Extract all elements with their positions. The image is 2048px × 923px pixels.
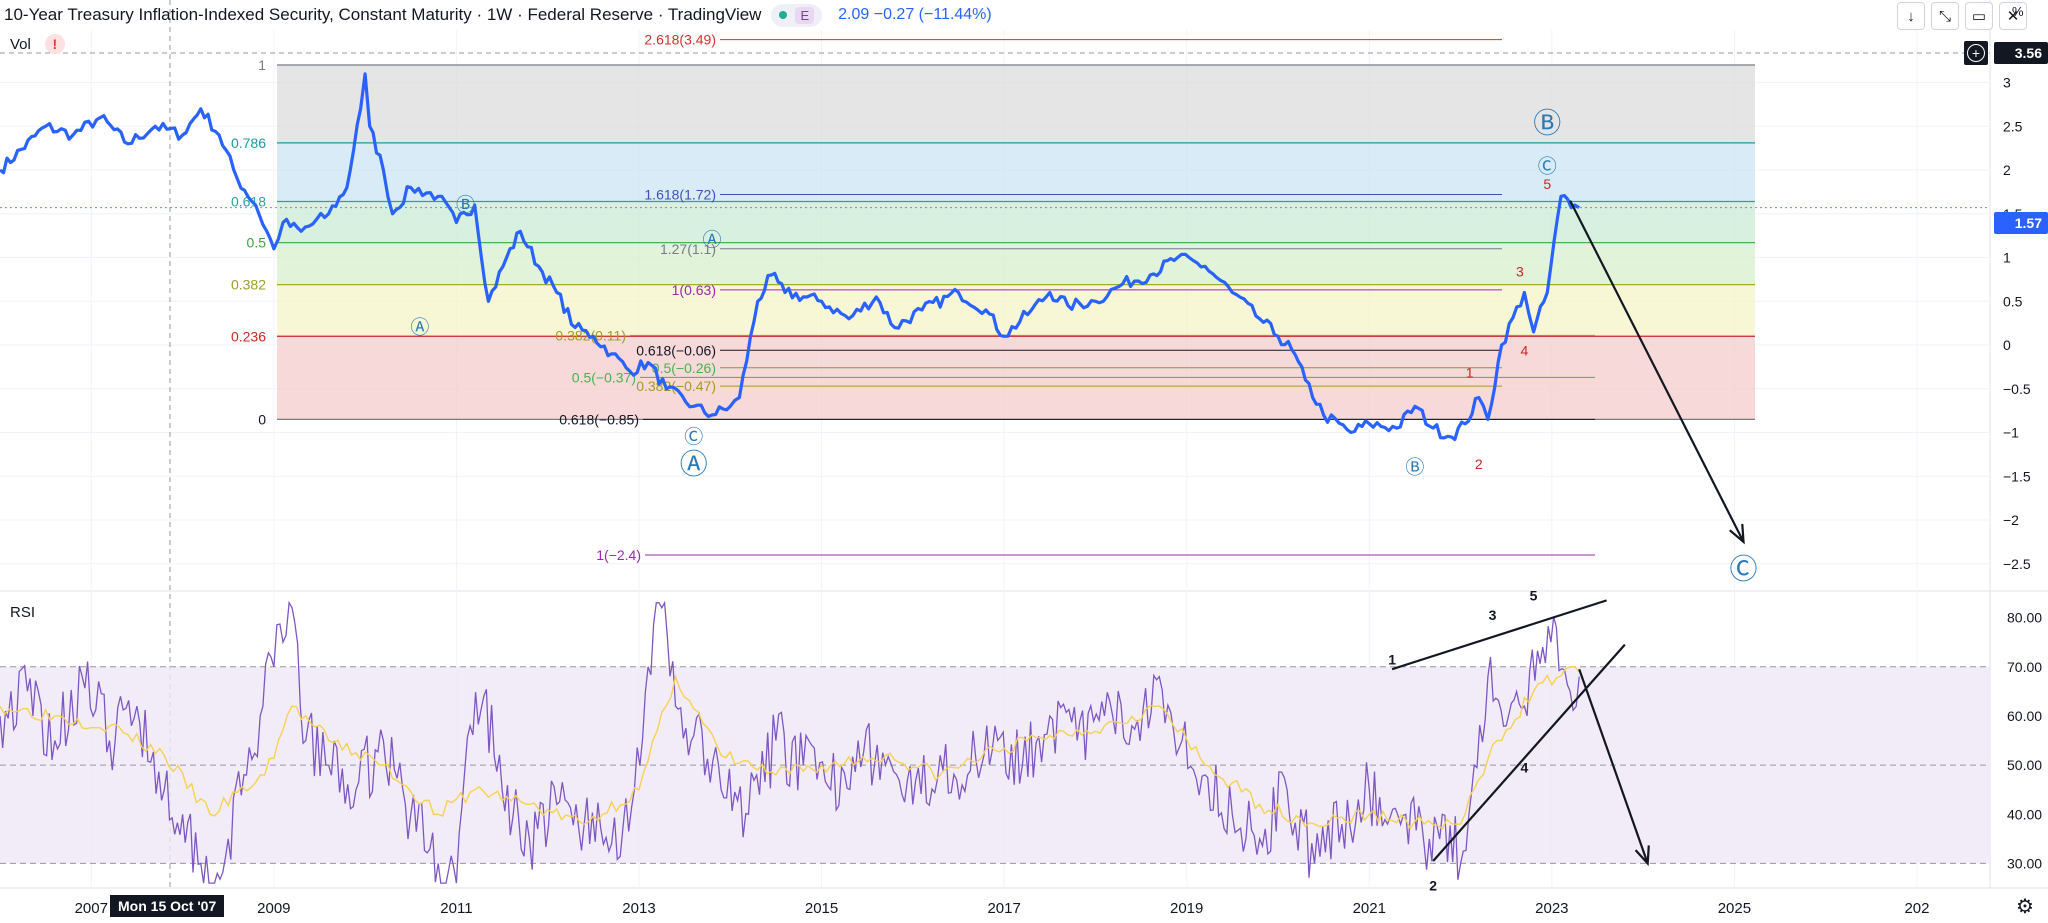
x-tick-label: 2013 xyxy=(622,900,655,917)
y-tick-label: −2.5 xyxy=(2003,556,2031,572)
x-tick-label: 2025 xyxy=(1718,900,1751,917)
volume-pane-legend[interactable]: Vol ! xyxy=(10,34,65,54)
x-tick-label: 2023 xyxy=(1535,900,1568,917)
close-icon[interactable]: ✕ xyxy=(1999,2,2027,30)
fib-extension-label: 1.618(1.72) xyxy=(644,187,716,203)
warning-icon[interactable]: ! xyxy=(44,34,65,54)
y-tick-label: −0.5 xyxy=(2003,381,2031,397)
rsi-tick-label: 80.00 xyxy=(2007,610,2042,626)
rsi-wave-label: 4 xyxy=(1521,760,1529,776)
wave-letter-label: Ⓒ xyxy=(1538,156,1557,178)
rsi-projection-arrow-head xyxy=(1634,845,1650,867)
rsi-trendline xyxy=(1391,599,1607,671)
x-tick-label: 2021 xyxy=(1353,900,1386,917)
wave-letter-label: Ⓒ xyxy=(684,426,703,448)
fib-zone xyxy=(277,242,1755,285)
projection-arrow-head xyxy=(1729,523,1745,545)
wave-number-label: 1 xyxy=(1466,364,1474,380)
wave-letter-label: Ⓐ xyxy=(410,317,429,339)
wave-letter-label: Ⓑ xyxy=(456,194,475,216)
wave-letter-label: Ⓐ xyxy=(680,449,708,480)
crosshair-price-tag: 3.56 xyxy=(1994,42,2048,64)
collapse-icon[interactable]: ⤡ xyxy=(1931,2,1959,30)
rsi-wave-label: 1 xyxy=(1388,651,1396,667)
y-tick-label: 0 xyxy=(2003,337,2011,353)
wave-number-label: 3 xyxy=(1516,264,1524,280)
wave-letter-label: Ⓒ xyxy=(1730,554,1758,585)
x-tick-label: 2015 xyxy=(805,900,838,917)
crosshair-date-label: Mon 15 Oct '07 xyxy=(110,895,225,917)
rsi-projection-arrow xyxy=(1578,668,1649,864)
x-tick-label: 2019 xyxy=(1170,900,1203,917)
fib-level-label: 0.382 xyxy=(231,277,266,293)
market-status-badge[interactable]: E xyxy=(771,3,823,27)
wave-letter-label: Ⓑ xyxy=(1533,107,1561,138)
chart-header: 10-Year Treasury Inflation-Indexed Secur… xyxy=(0,0,992,30)
x-tick-label: 2007 xyxy=(75,900,108,917)
y-tick-label: 2.5 xyxy=(2003,118,2023,134)
rsi-wave-label: 5 xyxy=(1530,587,1538,603)
rsi-ma-series xyxy=(0,666,1580,830)
price-change: 2.09 −0.27 (−11.44%) xyxy=(838,6,992,23)
fib-extension-label: 2.618(3.49) xyxy=(644,32,716,48)
rsi-line-series xyxy=(0,600,1580,884)
plus-icon: + xyxy=(1967,44,1985,62)
fib-extension-label: 0.382(0.11) xyxy=(555,327,626,343)
pane-toolbar: ↓ ⤡ ▭ ✕ xyxy=(1897,2,2027,30)
rsi-tick-label: 40.00 xyxy=(2007,806,2042,822)
fib-level-label: 0.786 xyxy=(231,135,266,151)
chart-title: 10-Year Treasury Inflation-Indexed Secur… xyxy=(4,5,762,24)
fib-extension-label: 1(−2.4) xyxy=(596,547,641,563)
fib-extension-label: 0.5(−0.37) xyxy=(572,369,636,385)
fib-level-label: 0 xyxy=(258,411,266,427)
y-tick-label: 2 xyxy=(2003,162,2011,178)
fib-extension-label: 0.618(−0.06) xyxy=(636,342,716,358)
y-tick-label: 1 xyxy=(2003,250,2011,266)
wave-number-label: 5 xyxy=(1543,176,1551,192)
fib-extension-label: 1(0.63) xyxy=(672,282,716,298)
event-badge: E xyxy=(795,6,815,24)
x-tick-label: 2011 xyxy=(440,900,472,917)
fib-level-label: 0.5 xyxy=(247,235,267,251)
fib-level-label: 0.236 xyxy=(231,328,266,344)
status-dot-icon xyxy=(779,11,788,19)
y-tick-label: 3 xyxy=(2003,75,2011,91)
add-alert-button[interactable]: + xyxy=(1964,41,1988,65)
volume-label: Vol xyxy=(10,35,31,53)
x-tick-label: 2009 xyxy=(257,900,290,917)
fib-extension-label: 0.5(−0.26) xyxy=(652,360,716,376)
x-tick-label: 202 xyxy=(1904,900,1929,917)
fib-zone xyxy=(277,65,1755,143)
x-tick-label: 2017 xyxy=(987,900,1020,917)
y-tick-label: −2 xyxy=(2003,512,2019,528)
rsi-tick-label: 60.00 xyxy=(2007,708,2042,724)
rsi-wave-label: 3 xyxy=(1489,607,1497,623)
rsi-pane-label[interactable]: RSI xyxy=(10,604,36,621)
projection-arrow xyxy=(1569,200,1745,543)
rsi-tick-label: 30.00 xyxy=(2007,855,2042,871)
rsi-wave-label: 2 xyxy=(1429,878,1437,894)
y-tick-label: −1 xyxy=(2003,425,2019,441)
last-price-tag: 1.57 xyxy=(1994,212,2048,234)
fib-level-label: 1 xyxy=(258,57,266,73)
maximize-icon[interactable]: ▭ xyxy=(1965,2,1993,30)
wave-number-label: 4 xyxy=(1521,342,1529,358)
rsi-tick-label: 50.00 xyxy=(2007,757,2042,773)
fib-extension-label: 0.618(−0.85) xyxy=(559,411,639,427)
fib-extension-label: 1.27(1.1) xyxy=(660,241,716,257)
arrow-down-icon[interactable]: ↓ xyxy=(1897,2,1925,30)
fib-zone xyxy=(277,142,1755,202)
y-tick-label: −1.5 xyxy=(2003,468,2031,484)
wave-letter-label: Ⓑ xyxy=(1405,457,1424,479)
settings-gear-icon[interactable]: ⚙ xyxy=(2016,896,2034,918)
rsi-tick-label: 70.00 xyxy=(2007,659,2042,675)
rsi-trendline xyxy=(1432,643,1626,862)
price-line-series xyxy=(0,72,1581,442)
percent-unit-label: % xyxy=(2012,4,2024,19)
wave-letter-label: Ⓐ xyxy=(703,229,722,251)
fib-extension-label: 0.382(−0.47) xyxy=(636,378,716,394)
y-tick-label: 0.5 xyxy=(2003,293,2023,309)
wave-number-label: 2 xyxy=(1475,456,1483,472)
